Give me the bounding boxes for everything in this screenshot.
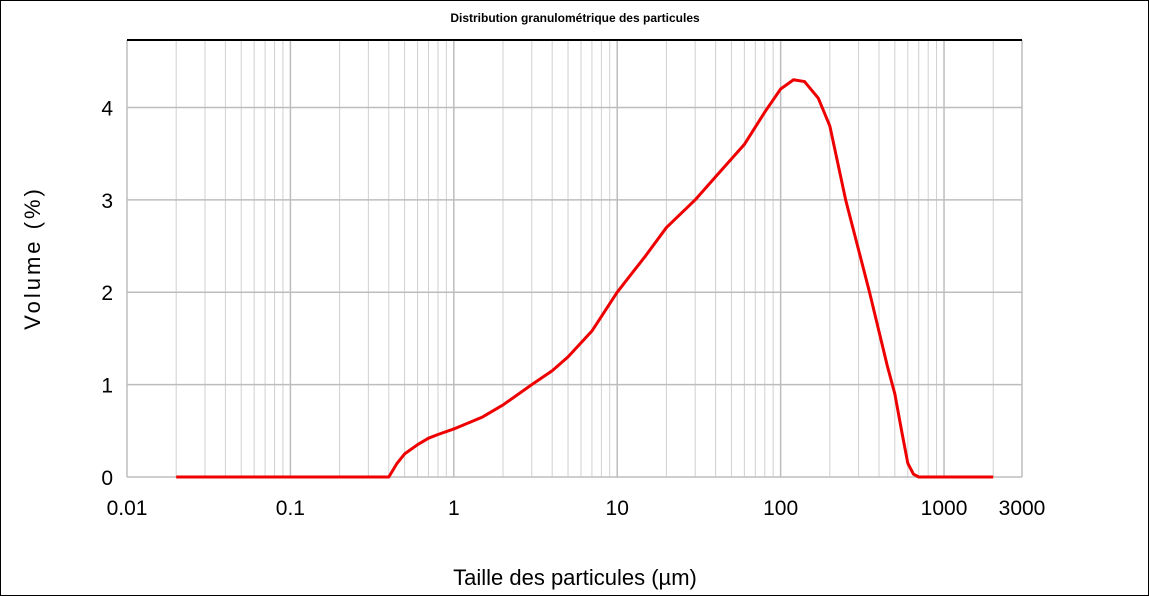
y-tick-label: 3 xyxy=(101,190,113,213)
x-tick-label: 10 xyxy=(606,497,629,520)
y-tick-label: 2 xyxy=(101,282,113,305)
chart-title: Distribution granulométrique des particu… xyxy=(450,11,700,25)
x-tick-label: 3000 xyxy=(999,497,1046,520)
x-axis-title: Taille des particules (µm) xyxy=(453,565,697,590)
x-tick-label: 1 xyxy=(448,497,460,520)
x-tick-label: 0.1 xyxy=(276,497,305,520)
y-tick-label: 4 xyxy=(101,97,113,120)
x-tick-label: 1000 xyxy=(921,497,968,520)
x-tick-label: 0.01 xyxy=(107,497,148,520)
y-tick-label: 1 xyxy=(101,375,113,398)
y-axis-title: Volume (%) xyxy=(20,186,45,330)
x-tick-label: 100 xyxy=(763,497,798,520)
y-tick-label: 0 xyxy=(101,467,113,490)
data-line xyxy=(176,78,994,479)
